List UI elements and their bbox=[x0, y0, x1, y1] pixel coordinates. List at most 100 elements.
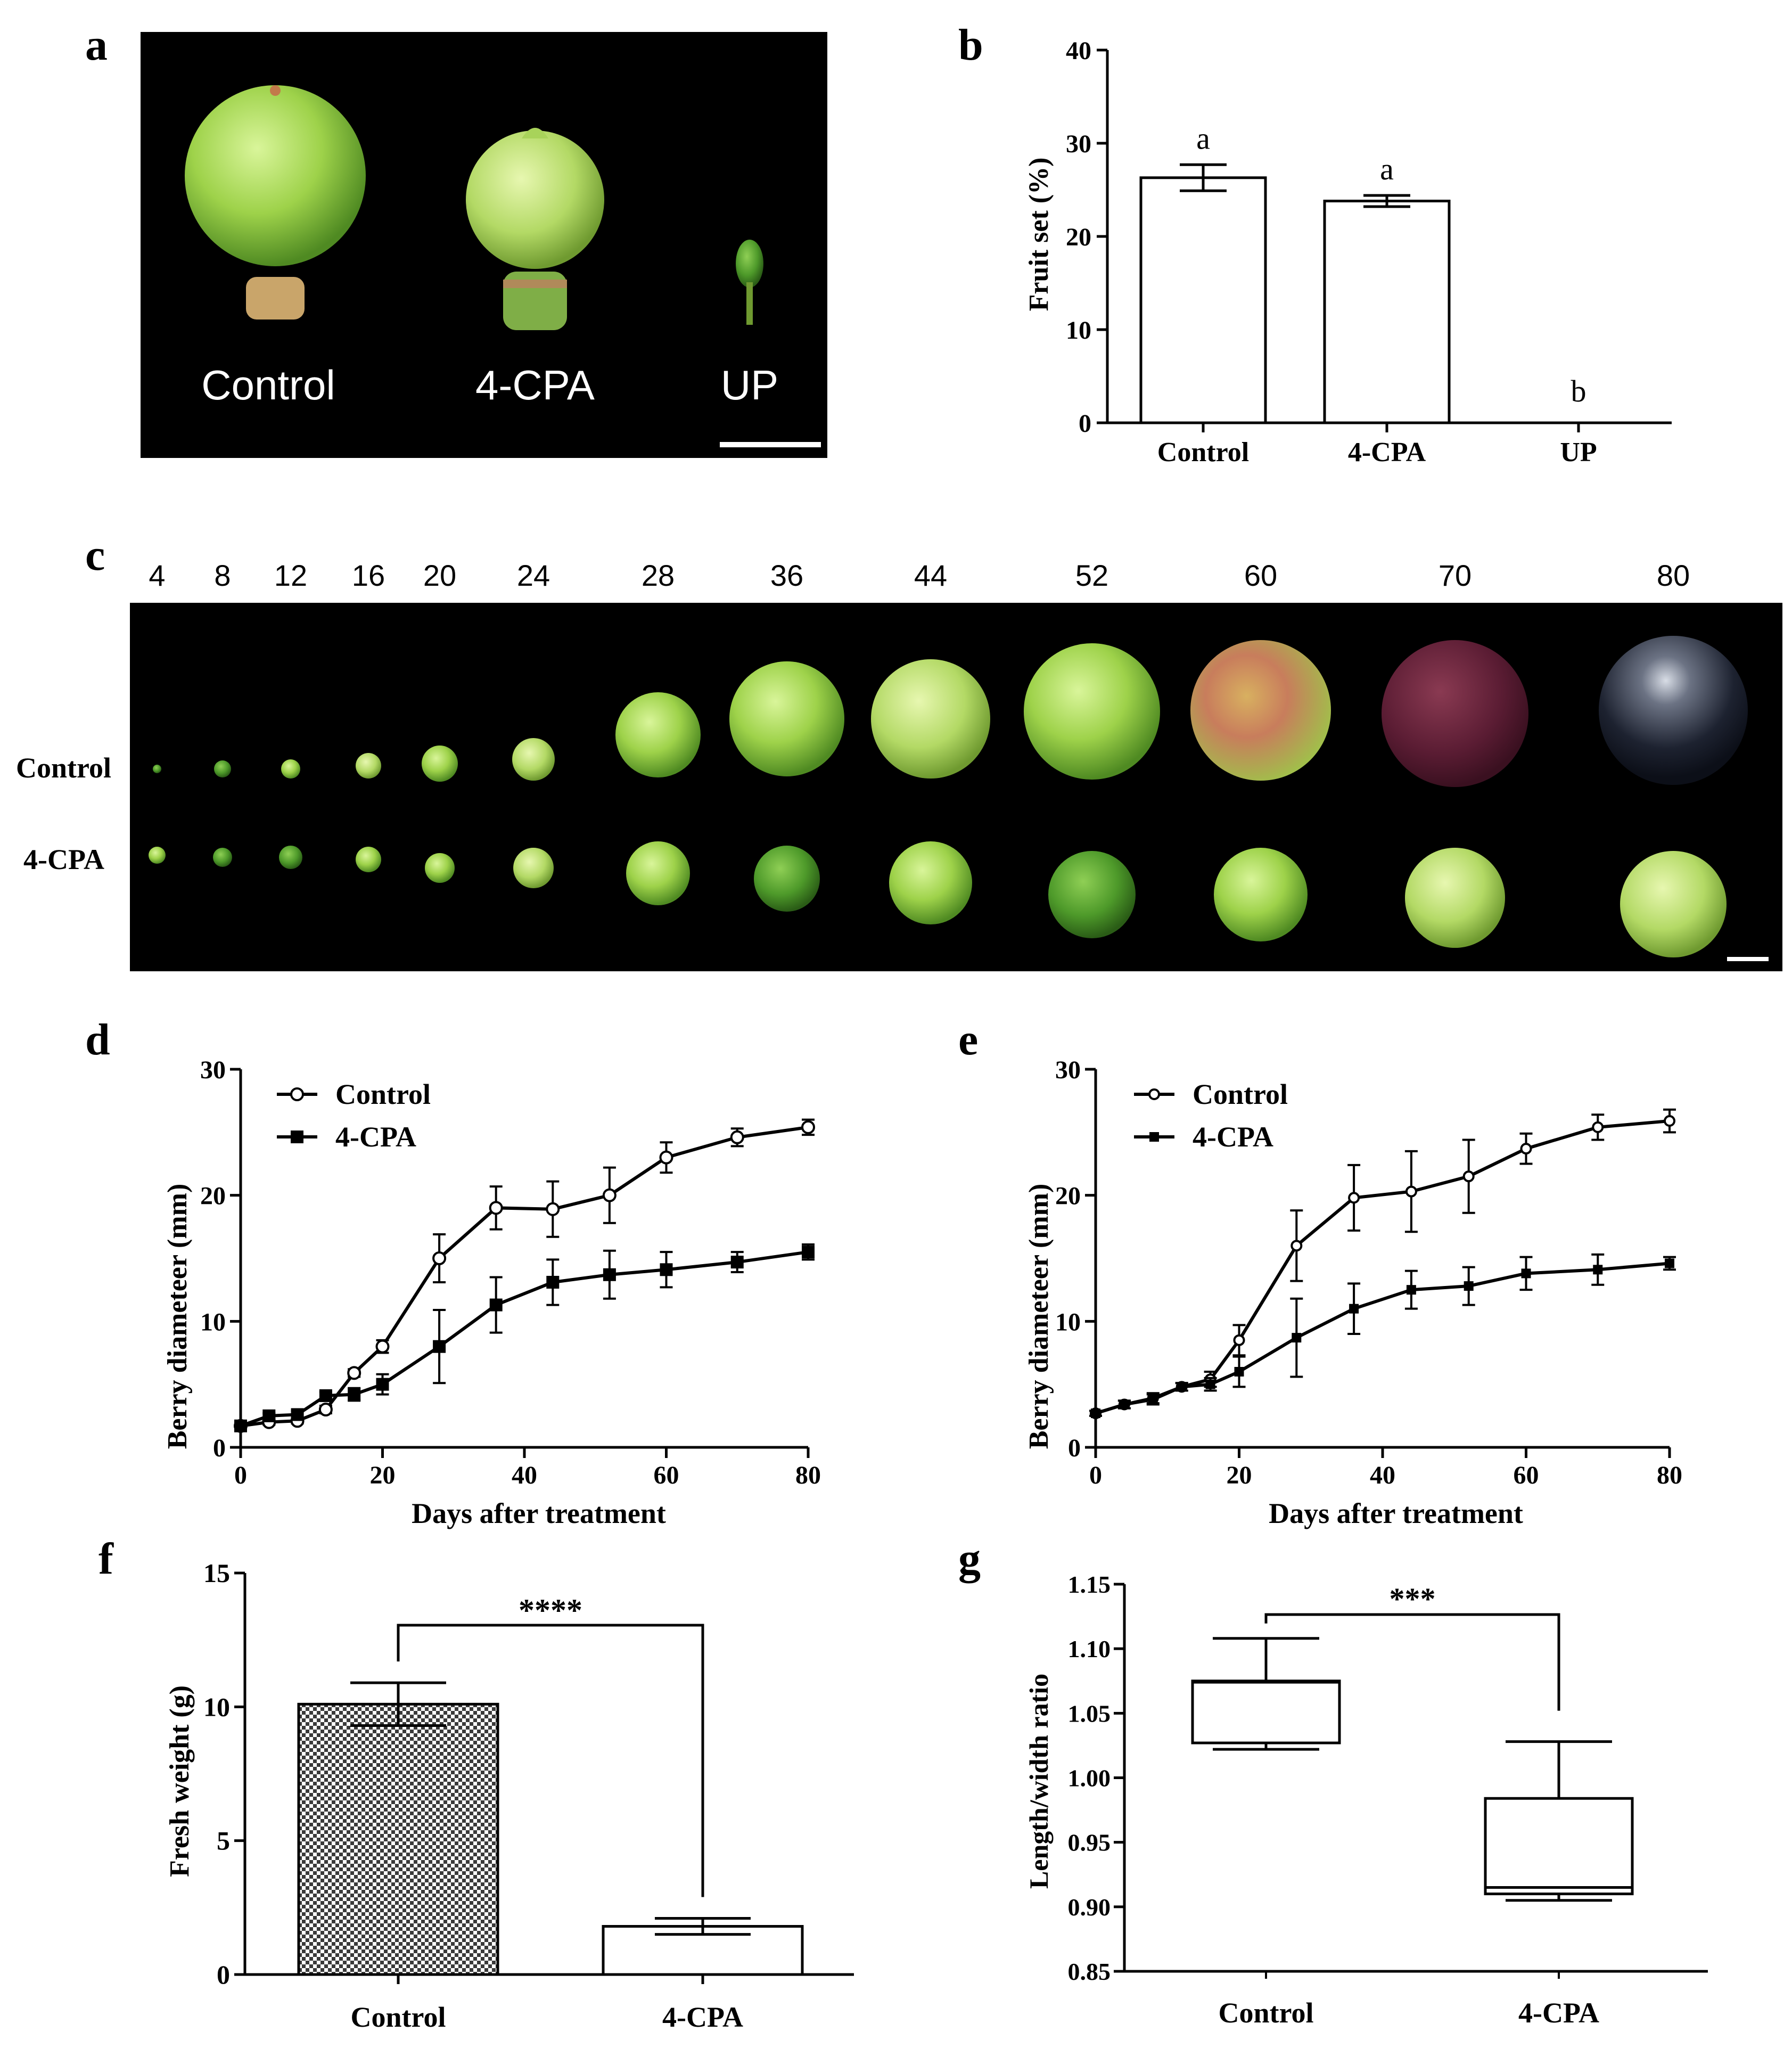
legend-marker bbox=[1148, 1088, 1160, 1100]
y-tick-label: 0.85 bbox=[1068, 1958, 1111, 1985]
y-tick-label: 30 bbox=[1066, 130, 1091, 158]
data-point bbox=[347, 1366, 361, 1380]
legend-label: Control bbox=[1193, 1078, 1288, 1110]
berry-4cpa bbox=[626, 841, 690, 905]
y-tick-label: 20 bbox=[1066, 223, 1091, 251]
day-label: 36 bbox=[770, 559, 803, 592]
panel-letter: d bbox=[85, 1015, 110, 1064]
legend-label: 4-CPA bbox=[335, 1121, 416, 1153]
berry-4cpa bbox=[889, 841, 972, 924]
day-label: 52 bbox=[1075, 559, 1108, 592]
berry-control bbox=[871, 659, 990, 779]
berry-4cpa bbox=[1405, 848, 1505, 948]
day-labels: 4 8 12 16 20 24 28 36 44 52 60 70 80 bbox=[149, 559, 1690, 592]
y-tick-label: 20 bbox=[1055, 1182, 1081, 1210]
data-point bbox=[1665, 1258, 1674, 1268]
berry-control-image bbox=[185, 85, 366, 320]
x-tick-label: 0 bbox=[234, 1461, 247, 1489]
bar bbox=[297, 1702, 499, 1976]
berry-control bbox=[729, 661, 844, 776]
bar bbox=[1323, 200, 1451, 424]
label-4cpa: 4-CPA bbox=[475, 362, 595, 408]
y-tick-label: 0 bbox=[213, 1434, 226, 1462]
data-point bbox=[660, 1263, 673, 1276]
day-label: 4 bbox=[149, 559, 165, 592]
y-tick-label: 10 bbox=[1066, 316, 1091, 345]
day-label: 24 bbox=[517, 559, 550, 592]
panel-letter: c bbox=[85, 530, 105, 580]
berry-4cpa bbox=[149, 847, 166, 864]
x-tick-label: 40 bbox=[512, 1461, 537, 1489]
x-tick-label: 4-CPA bbox=[1348, 437, 1426, 468]
berry-4cpa bbox=[279, 846, 302, 869]
label-up: UP bbox=[721, 362, 778, 408]
day-label: 60 bbox=[1244, 559, 1277, 592]
data-point bbox=[1593, 1265, 1603, 1275]
berry-4cpa bbox=[1214, 848, 1308, 941]
data-point bbox=[291, 1408, 304, 1421]
significance-bracket bbox=[397, 1624, 704, 1897]
data-point bbox=[234, 1419, 247, 1432]
berry-control bbox=[356, 753, 381, 779]
data-point bbox=[489, 1298, 503, 1312]
day-label: 20 bbox=[423, 559, 456, 592]
y-tick-label: 20 bbox=[200, 1182, 226, 1210]
data-point bbox=[546, 1275, 560, 1289]
box bbox=[1191, 1680, 1341, 1744]
data-point bbox=[376, 1378, 389, 1391]
panel-letter: b bbox=[958, 20, 983, 70]
significance-letter: b bbox=[1571, 374, 1587, 408]
data-point bbox=[348, 1388, 361, 1401]
x-tick-label: 80 bbox=[795, 1461, 821, 1489]
data-point bbox=[603, 1268, 616, 1281]
y-tick-label: 40 bbox=[1066, 37, 1091, 65]
significance-stars: **** bbox=[519, 1593, 582, 1628]
panel-letter: f bbox=[98, 1534, 114, 1584]
panel-letter: a bbox=[85, 20, 108, 70]
panel-f: f Fresh weight (g) 0 5 10 15 Control 4-CPA ***… bbox=[98, 1534, 854, 2033]
significance-letter: a bbox=[1380, 152, 1394, 186]
berry-control bbox=[1382, 640, 1528, 787]
x-tick-label: 4-CPA bbox=[662, 2001, 743, 2033]
chart-f: 0 5 10 15 Control 4-CPA **** bbox=[203, 1558, 854, 2033]
panel-d: d Berry diameteer (mm) Days after treatm… bbox=[85, 1015, 821, 1529]
data-point bbox=[1405, 1185, 1417, 1198]
data-point bbox=[1290, 1240, 1303, 1252]
berry-4cpa-image bbox=[466, 128, 604, 330]
row-label-4cpa: 4-CPA bbox=[23, 843, 104, 875]
data-point bbox=[1091, 1408, 1100, 1419]
panel-g: g Length/width ratio 0.85 0.90 0.95 1.00 1.0… bbox=[958, 1534, 1708, 2029]
berry-control bbox=[1190, 640, 1331, 781]
day-label: 44 bbox=[914, 559, 947, 592]
y-tick-label: 10 bbox=[200, 1308, 226, 1336]
y-tick-label: 1.00 bbox=[1068, 1765, 1111, 1792]
panel-letter: g bbox=[958, 1534, 981, 1584]
x-axis-label: Days after treatment bbox=[412, 1497, 666, 1529]
data-point bbox=[1348, 1192, 1360, 1204]
data-point bbox=[432, 1251, 447, 1265]
x-tick-label: 20 bbox=[1227, 1461, 1252, 1489]
y-tick-label: 1.05 bbox=[1068, 1700, 1111, 1727]
berry-4cpa bbox=[1620, 851, 1727, 957]
photo-background bbox=[130, 603, 1782, 971]
bar bbox=[1139, 176, 1267, 424]
legend-marker bbox=[1149, 1132, 1159, 1142]
x-tick-label: 60 bbox=[1514, 1461, 1539, 1489]
y-tick-label: 1.10 bbox=[1068, 1635, 1111, 1662]
y-axis-label: Berry diameteer (mm) bbox=[162, 1184, 193, 1449]
y-axis-label: Berry diameteer (mm) bbox=[1024, 1184, 1054, 1449]
y-tick-label: 0 bbox=[1079, 409, 1091, 438]
series-line bbox=[1095, 1119, 1670, 1415]
data-point bbox=[1148, 1395, 1158, 1405]
data-point bbox=[1521, 1268, 1531, 1279]
day-label: 28 bbox=[642, 559, 675, 592]
berry-control bbox=[422, 746, 458, 782]
data-point bbox=[1119, 1399, 1129, 1410]
data-point bbox=[433, 1340, 446, 1353]
data-point bbox=[318, 1403, 333, 1416]
x-tick-label: 40 bbox=[1370, 1461, 1395, 1489]
chart-d: 0 10 20 30 0 20 40 60 80 Control 4-CPA bbox=[200, 1056, 821, 1489]
day-label: 70 bbox=[1438, 559, 1472, 592]
data-point bbox=[1406, 1285, 1416, 1295]
